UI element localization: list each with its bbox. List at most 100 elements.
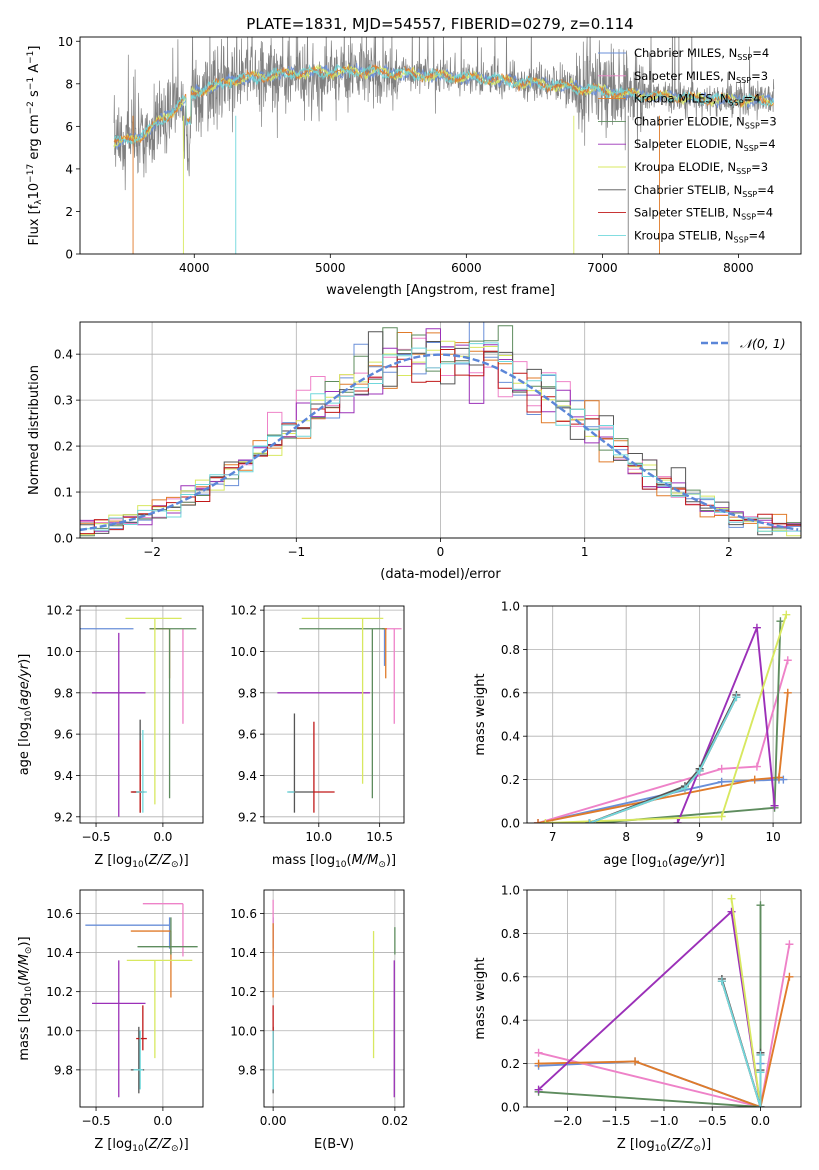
data-point: [299, 628, 385, 799]
y-tick-label: 0.6: [501, 686, 520, 700]
axes-frame: [79, 36, 802, 255]
x-tick-label: −2: [143, 545, 161, 559]
y-tick-label: 10.2: [46, 985, 73, 999]
weight-line: [538, 976, 791, 1107]
data-point: [130, 740, 145, 813]
y-tick-label: 10.6: [230, 907, 257, 921]
weight-line: [730, 898, 762, 1107]
data-point: [92, 960, 146, 1098]
gaussian-curve: [80, 353, 799, 532]
y-tick-label: 1.0: [501, 884, 520, 898]
weight-marker: [756, 1050, 765, 1059]
spectrum-model-line: [113, 64, 774, 144]
y-tick-label: 9.6: [238, 728, 257, 742]
x-axis-label: wavelength [Angstrom, rest frame]: [326, 283, 555, 298]
x-tick-label: 10: [765, 830, 780, 844]
x-tick-label: 10.5: [366, 830, 393, 844]
x-tick-label: −1: [287, 545, 305, 559]
x-tick-label: 2: [725, 545, 733, 559]
x-tick-label: 7000: [587, 261, 618, 275]
y-axis-label: Normed distribution: [27, 365, 42, 495]
y-tick-label: 0.4: [54, 348, 73, 362]
axes-weight-vs-age: 7 8 9 10 0.0 0.2 0.4 0.6 0.8 1.0 age [log10(age/yr…: [473, 600, 802, 870]
data-point: [133, 1030, 143, 1090]
spectrum-model-line: [113, 63, 774, 146]
data-point: [137, 917, 198, 955]
y-tick-label: 10.0: [230, 1024, 257, 1038]
x-tick-label: 0.0: [153, 1114, 172, 1128]
x-tick-label: 6000: [451, 261, 482, 275]
weight-marker: [785, 972, 794, 981]
x-axis-label: (data-model)/error: [380, 567, 501, 582]
weight-line: [538, 905, 762, 1107]
x-tick-label: 8: [622, 830, 630, 844]
y-tick-label: 9.2: [54, 810, 73, 824]
y-tick-label: 10.2: [46, 604, 73, 618]
data-point: [130, 930, 172, 998]
legend-entry: Kroupa MILES, NSSP=4: [634, 92, 760, 108]
legend-entry: Chabrier STELIB, NSSP=4: [634, 183, 774, 199]
y-tick-label: 9.4: [54, 769, 73, 783]
y-tick-label: 0.2: [54, 440, 73, 454]
x-tick-label: −2.0: [553, 1114, 582, 1128]
axes-mass-vs-ebv: 0.00 0.02 9.8 10.0 10.2 10.4 10.6 E(B-V): [230, 889, 409, 1152]
spectrum-data-line: [113, 37, 775, 191]
x-tick-label: 5000: [315, 261, 346, 275]
y-axis-label: mass weight: [473, 957, 488, 1039]
weight-marker: [782, 610, 791, 619]
y-tick-label: 0.3: [54, 394, 73, 408]
x-tick-label: 8000: [723, 261, 754, 275]
weight-line: [537, 692, 789, 823]
weight-marker: [673, 819, 682, 823]
figure-title: PLATE=1831, MJD=54557, FIBERID=0279, z=0…: [246, 15, 633, 33]
weight-marker: [695, 766, 704, 775]
plot-area-mass-vs-Z: [85, 903, 198, 1098]
y-tick-label: 9.8: [238, 1063, 257, 1077]
axes-age-vs-mass: 10.0 10.5 9.2 9.4 9.6 9.8 10.0 10.2 mass [log10(…: [230, 604, 405, 870]
plot-area-residuals: [80, 322, 801, 537]
weight-marker: [776, 617, 785, 626]
y-tick-label: 0.4: [501, 1014, 520, 1028]
y-axis-label: mass [log10(M/M⊙)]: [17, 936, 34, 1060]
x-axis-label: age [log10(age/yr)]: [603, 853, 725, 870]
legend-entry: Kroupa STELIB, NSSP=4: [634, 228, 765, 244]
weight-line: [538, 944, 791, 1107]
x-axis-label: mass [log10(M/M⊙)]: [272, 853, 396, 870]
y-tick-label: 10.2: [230, 604, 257, 618]
legend-entry: Salpeter STELIB, NSSP=4: [634, 206, 773, 222]
data-point: [126, 959, 193, 1059]
y-tick-label: 9.8: [238, 686, 257, 700]
x-tick-label: −1.0: [649, 1114, 678, 1128]
weight-marker: [783, 656, 792, 665]
axes-spectrum: 4000 5000 6000 7000 8000 0 2 4 6 8 10 Chabrier MILE…: [26, 35, 802, 298]
data-point: [149, 628, 171, 679]
x-tick-label: 0.02: [382, 1114, 409, 1128]
y-tick-label: 0.8: [501, 643, 520, 657]
axes-weight-vs-Z: −2.0 −1.5 −1.0 −0.5 0.0 0.0 0.2 0.4 0.6 0.8 1.0 Z […: [473, 884, 802, 1154]
weight-marker: [752, 623, 761, 632]
weight-marker: [534, 1059, 543, 1068]
weight-marker: [785, 940, 794, 949]
y-tick-label: 0: [65, 248, 73, 262]
weight-marker: [534, 819, 543, 823]
x-tick-label: 0: [437, 545, 445, 559]
data-point: [85, 917, 171, 949]
y-tick-label: 10.0: [46, 1024, 73, 1038]
data-point: [92, 632, 146, 817]
y-tick-label: 0.6: [501, 970, 520, 984]
weight-marker: [717, 977, 726, 986]
weight-marker: [717, 777, 726, 786]
y-tick-label: 10.4: [46, 946, 73, 960]
x-tick-label: 0.00: [260, 1114, 287, 1128]
weight-line: [537, 660, 789, 823]
y-axis-label: age [log10(age/yr)]: [17, 654, 34, 776]
y-tick-label: 0.1: [54, 486, 73, 500]
plot-area-weight-vs-Z: [534, 894, 794, 1107]
y-tick-label: 9.2: [238, 810, 257, 824]
x-tick-label: 0.0: [751, 1114, 770, 1128]
axes-frame: [79, 605, 204, 824]
legend: Chabrier MILES, NSSP=4 Salpeter MILES, NS…: [598, 46, 777, 244]
x-tick-label: −0.5: [81, 1114, 110, 1128]
x-tick-label: −0.5: [81, 830, 110, 844]
